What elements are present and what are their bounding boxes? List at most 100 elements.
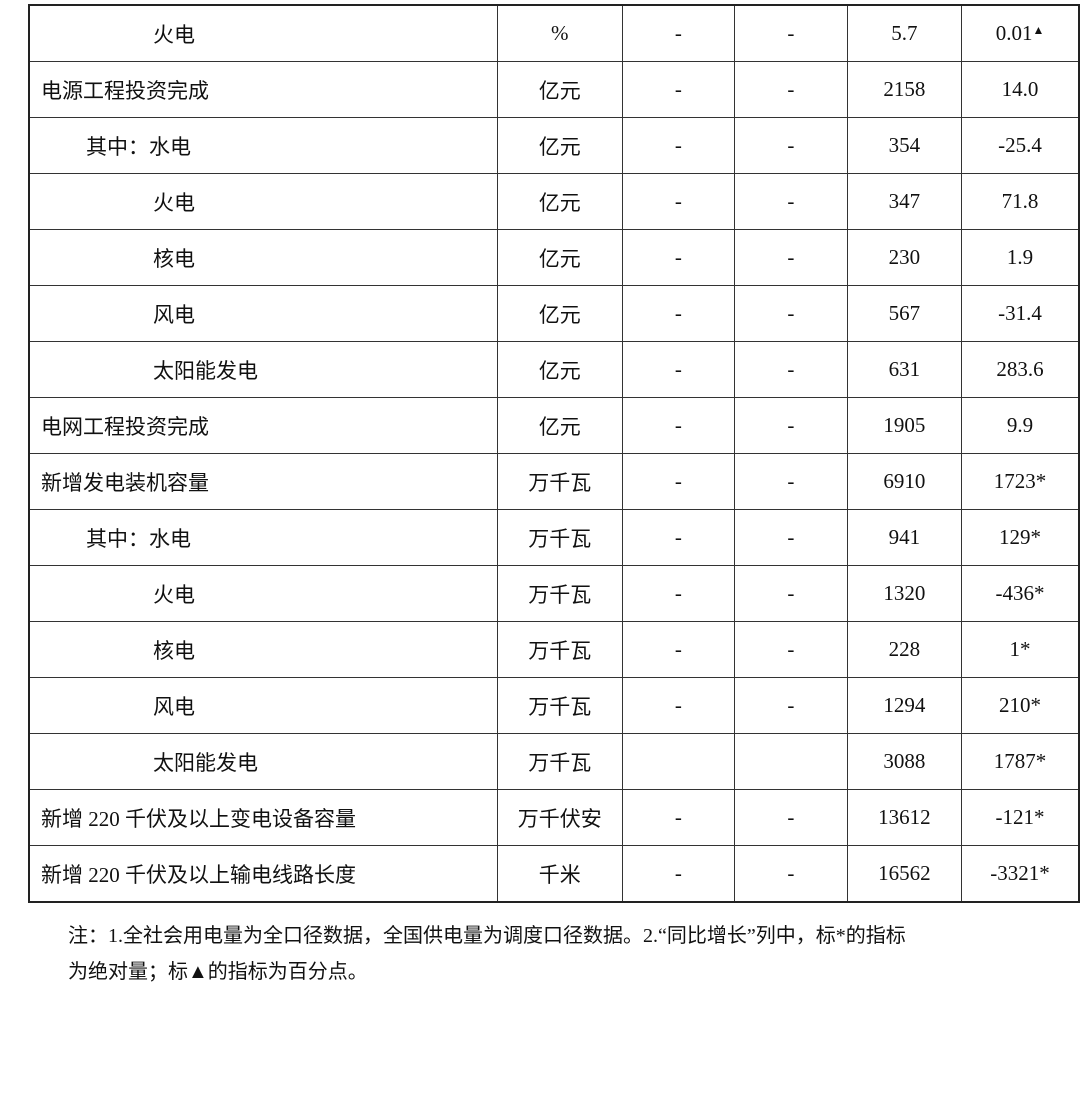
yoy-growth-cell: 210* bbox=[961, 677, 1080, 734]
value-cell: 941 bbox=[846, 509, 963, 566]
table-row: 火电 亿元 - - 347 71.8 bbox=[28, 173, 1080, 230]
yoy-growth-cell-text: 210* bbox=[999, 693, 1042, 717]
column-3-cell: - bbox=[621, 789, 735, 846]
column-4-cell: - bbox=[733, 229, 848, 286]
column-4-cell-text: - bbox=[787, 189, 795, 213]
column-3-cell: - bbox=[621, 845, 735, 903]
table-row: 风电 亿元 - - 567 -31.4 bbox=[28, 285, 1080, 342]
unit-cell-text: 亿元 bbox=[538, 414, 581, 439]
unit-cell-text: 万千瓦 bbox=[528, 526, 592, 551]
table-row: 核电 万千瓦 - - 228 1* bbox=[28, 621, 1080, 678]
column-3-cell-text: - bbox=[674, 413, 682, 437]
indicator-cell: 风电 bbox=[28, 285, 498, 342]
table-row: 火电 万千瓦 - - 1320 -436* bbox=[28, 565, 1080, 622]
column-4-cell-text: - bbox=[787, 525, 795, 549]
yoy-growth-cell-text: -31.4 bbox=[998, 301, 1042, 325]
column-4-cell: - bbox=[733, 845, 848, 903]
yoy-growth-cell-text: 1723* bbox=[993, 469, 1047, 493]
column-4-cell-text: - bbox=[787, 693, 795, 717]
unit-cell-text: 万千瓦 bbox=[528, 638, 592, 663]
indicator-cell-text: 核电 bbox=[153, 638, 195, 663]
percentage-point-marker: ▲ bbox=[1032, 23, 1045, 37]
unit-cell: 万千瓦 bbox=[496, 733, 623, 790]
column-3-cell bbox=[621, 733, 735, 790]
column-4-cell: - bbox=[733, 621, 848, 678]
unit-cell-text: 万千瓦 bbox=[528, 694, 592, 719]
unit-cell-text: 亿元 bbox=[538, 358, 581, 383]
yoy-growth-cell: 1723* bbox=[961, 453, 1080, 510]
value-cell-text: 1905 bbox=[883, 413, 926, 437]
footnote-line-2: 为绝对量；标▲的指标为百分点。 bbox=[68, 961, 368, 983]
column-4-cell: - bbox=[733, 4, 848, 62]
value-cell-text: 1320 bbox=[883, 581, 926, 605]
table-row: 电源工程投资完成 亿元 - - 2158 14.0 bbox=[28, 61, 1080, 118]
yoy-growth-cell: 1* bbox=[961, 621, 1080, 678]
column-3-cell: - bbox=[621, 565, 735, 622]
yoy-growth-cell-text: 71.8 bbox=[1001, 189, 1039, 213]
value-cell: 2158 bbox=[846, 61, 963, 118]
unit-cell: 千米 bbox=[496, 845, 623, 903]
value-cell-text: 2158 bbox=[883, 77, 926, 101]
column-4-cell-text: - bbox=[787, 861, 795, 885]
column-3-cell-text: - bbox=[674, 693, 682, 717]
value-cell: 567 bbox=[846, 285, 963, 342]
column-3-cell: - bbox=[621, 4, 735, 62]
indicator-cell-text: 太阳能发电 bbox=[153, 358, 258, 383]
value-cell-text: 230 bbox=[888, 245, 921, 269]
value-cell: 347 bbox=[846, 173, 963, 230]
indicator-cell: 新增 220 千伏及以上变电设备容量 bbox=[28, 789, 498, 846]
yoy-growth-cell-text: 129* bbox=[999, 525, 1042, 549]
table-row: 其中：水电 亿元 - - 354 -25.4 bbox=[28, 117, 1080, 174]
indicator-cell-text: 火电 bbox=[153, 582, 195, 607]
indicator-cell: 电网工程投资完成 bbox=[28, 397, 498, 454]
unit-cell-text: 万千伏安 bbox=[517, 806, 602, 831]
yoy-growth-cell: -31.4 bbox=[961, 285, 1080, 342]
indicator-cell: 火电 bbox=[28, 173, 498, 230]
column-4-cell-text: - bbox=[787, 805, 795, 829]
value-cell-text: 1294 bbox=[883, 693, 926, 717]
table-row: 新增 220 千伏及以上输电线路长度 千米 - - 16562 -3321* bbox=[28, 845, 1080, 903]
value-cell: 1320 bbox=[846, 565, 963, 622]
value-cell-text: 941 bbox=[888, 525, 921, 549]
yoy-growth-cell-text: -436* bbox=[995, 581, 1045, 605]
indicator-cell-text: 核电 bbox=[153, 246, 195, 271]
indicator-cell-text: 其中：水电 bbox=[86, 526, 191, 551]
indicator-cell-text: 其中：水电 bbox=[86, 134, 191, 159]
unit-cell: 万千瓦 bbox=[496, 509, 623, 566]
table-row: 太阳能发电 万千瓦 3088 1787* bbox=[28, 733, 1080, 790]
value-cell: 13612 bbox=[846, 789, 963, 846]
indicator-cell-text: 电源工程投资完成 bbox=[41, 78, 209, 103]
unit-cell-text: 万千瓦 bbox=[528, 582, 592, 607]
value-cell-text: 347 bbox=[888, 189, 921, 213]
value-cell-text: 567 bbox=[888, 301, 921, 325]
value-cell: 631 bbox=[846, 341, 963, 398]
column-3-cell: - bbox=[621, 117, 735, 174]
unit-cell: 万千瓦 bbox=[496, 453, 623, 510]
table-row: 新增发电装机容量 万千瓦 - - 6910 1723* bbox=[28, 453, 1080, 510]
column-3-cell-text: - bbox=[674, 637, 682, 661]
unit-cell: 亿元 bbox=[496, 61, 623, 118]
column-3-cell: - bbox=[621, 509, 735, 566]
indicator-cell-text: 太阳能发电 bbox=[153, 750, 258, 775]
column-4-cell bbox=[733, 733, 848, 790]
column-4-cell-text: - bbox=[787, 469, 795, 493]
column-3-cell-text: - bbox=[674, 357, 682, 381]
unit-cell: 万千瓦 bbox=[496, 565, 623, 622]
statistics-table: 火电% - -5.7 0.01▲ 电源工程投资完成 亿元 - -2158 14.0 其中：水电 亿元… bbox=[28, 4, 1080, 903]
column-3-cell-text: - bbox=[674, 301, 682, 325]
column-4-cell: - bbox=[733, 789, 848, 846]
indicator-cell: 核电 bbox=[28, 621, 498, 678]
column-3-cell: - bbox=[621, 677, 735, 734]
table-row: 电网工程投资完成 亿元 - - 1905 9.9 bbox=[28, 397, 1080, 454]
column-3-cell-text: - bbox=[674, 245, 682, 269]
unit-cell-text: 亿元 bbox=[538, 134, 581, 159]
indicator-cell-text: 火电 bbox=[153, 190, 195, 215]
column-4-cell: - bbox=[733, 509, 848, 566]
value-cell: 1294 bbox=[846, 677, 963, 734]
column-3-cell: - bbox=[621, 173, 735, 230]
value-cell-text: 16562 bbox=[878, 861, 931, 885]
unit-cell-text: 万千瓦 bbox=[528, 750, 592, 775]
yoy-growth-cell-text: 0.01 bbox=[995, 21, 1033, 45]
yoy-growth-cell-text: 14.0 bbox=[1001, 77, 1039, 101]
value-cell-text: 6910 bbox=[883, 469, 926, 493]
